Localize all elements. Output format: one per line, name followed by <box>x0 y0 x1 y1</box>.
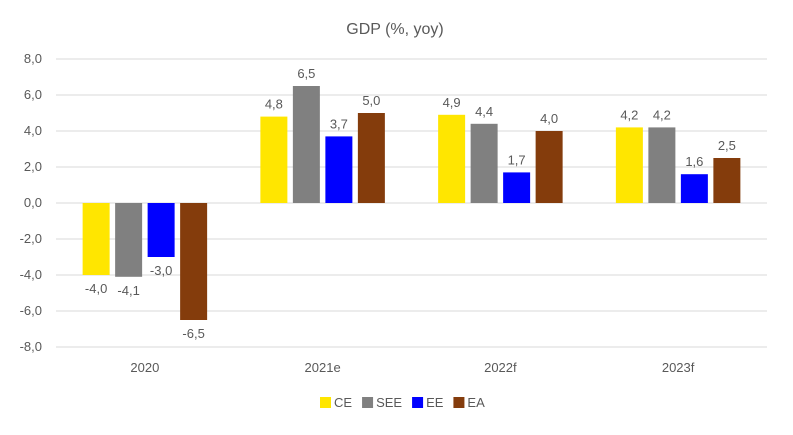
bar-ce-2023f <box>615 127 643 203</box>
bar-ce-2021e <box>260 116 288 203</box>
data-label: 2,5 <box>718 138 736 153</box>
x-tick-label: 2021e <box>305 360 341 375</box>
data-label: 4,2 <box>653 107 671 122</box>
legend-label-ee: EE <box>426 395 444 410</box>
data-label: -6,5 <box>182 326 204 341</box>
bar-ea-2021e <box>357 113 385 203</box>
bar-see-2022f <box>470 123 498 203</box>
data-label: -4,1 <box>117 283 139 298</box>
bar-ea-2023f <box>713 158 741 203</box>
legend-label-ce: CE <box>334 395 352 410</box>
data-label: -3,0 <box>150 263 172 278</box>
data-label: 3,7 <box>330 116 348 131</box>
x-tick-label: 2020 <box>130 360 159 375</box>
bar-ea-2022f <box>535 131 563 203</box>
legend-swatch-see <box>362 397 374 408</box>
data-label: 6,5 <box>297 66 315 81</box>
bar-ce-2020 <box>82 203 110 275</box>
y-tick-label: -8,0 <box>20 339 42 354</box>
x-axis-tick-labels: 2020 2021e 2022f 2023f <box>130 360 694 375</box>
y-axis-tick-labels: 8,0 6,0 4,0 2,0 0,0 -2,0 -4,0 -6,0 -8,0 <box>20 51 42 354</box>
bar-ee-2022f <box>503 172 531 203</box>
legend-label-ea: EA <box>467 395 485 410</box>
bar-see-2020 <box>115 203 143 277</box>
legend-swatch-ea <box>453 397 465 408</box>
data-label: 1,7 <box>508 152 526 167</box>
y-tick-label: 2,0 <box>24 159 42 174</box>
y-tick-label: 8,0 <box>24 51 42 66</box>
y-tick-label: 6,0 <box>24 87 42 102</box>
data-label: 4,0 <box>540 111 558 126</box>
legend-swatch-ce <box>320 397 331 408</box>
data-labels: -4,0 -4,1 -3,0 -6,5 4,8 6,5 3,7 5,0 4,9 4,4 1,7 4,0… <box>85 66 736 341</box>
data-label: 1,6 <box>685 154 703 169</box>
bar-see-2023f <box>648 127 676 203</box>
data-label: 5,0 <box>362 93 380 108</box>
data-label: 4,9 <box>443 95 461 110</box>
bar-ee-2021e <box>325 136 353 203</box>
y-tick-label: -2,0 <box>20 231 42 246</box>
legend-swatch-ee <box>412 397 424 408</box>
y-tick-label: 4,0 <box>24 123 42 138</box>
y-tick-label: 0,0 <box>24 195 42 210</box>
data-label: 4,8 <box>265 97 283 112</box>
y-tick-label: -4,0 <box>20 267 42 282</box>
legend: CE SEE EE EA <box>320 395 485 410</box>
bar-ea-2020 <box>180 203 208 320</box>
data-label: 4,4 <box>475 104 493 119</box>
x-tick-label: 2022f <box>484 360 517 375</box>
y-tick-label: -6,0 <box>20 303 42 318</box>
bar-ce-2022f <box>438 114 466 203</box>
bar-ee-2020 <box>147 203 175 257</box>
bars <box>82 86 741 320</box>
x-tick-label: 2023f <box>662 360 695 375</box>
data-label: 4,2 <box>620 107 638 122</box>
data-label: -4,0 <box>85 281 107 296</box>
chart-title: GDP (%, yoy) <box>346 21 444 38</box>
bar-see-2021e <box>292 86 320 203</box>
bar-ee-2023f <box>680 174 708 203</box>
legend-label-see: SEE <box>376 395 402 410</box>
